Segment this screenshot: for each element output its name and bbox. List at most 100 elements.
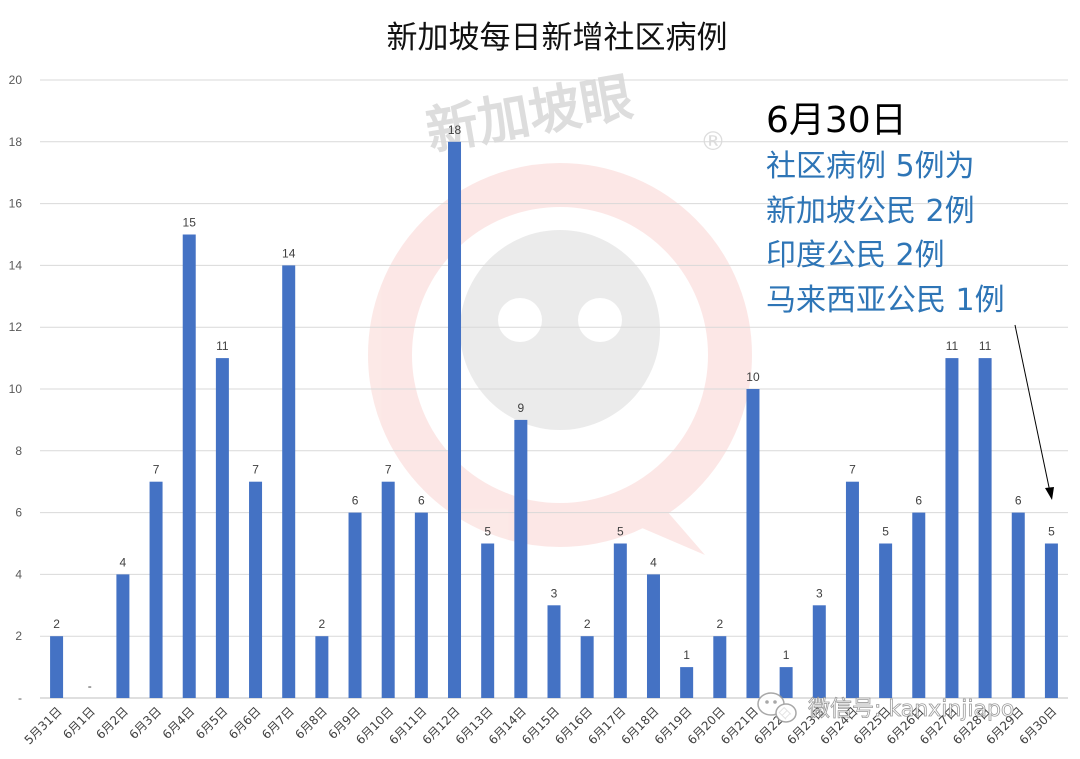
data-label: 1	[783, 648, 790, 662]
bar	[746, 389, 760, 698]
wechat-watermark: 微信号: kanxinjiapo	[757, 692, 1015, 723]
y-tick-label: 18	[9, 135, 23, 149]
data-label: 4	[650, 555, 657, 569]
data-label: 10	[746, 370, 760, 384]
data-label: 5	[617, 525, 624, 539]
data-label: 5	[882, 525, 889, 539]
data-label: 1	[683, 648, 690, 662]
y-tick-label: -	[18, 691, 22, 705]
data-label: 11	[216, 339, 229, 353]
bar	[1011, 512, 1025, 698]
data-label: 9	[517, 401, 524, 415]
bar	[50, 636, 64, 698]
data-label: 7	[153, 463, 160, 477]
data-label: 3	[816, 586, 823, 600]
annotation-line-3: 印度公民 2例	[766, 238, 945, 273]
data-label: -	[88, 679, 92, 693]
bar	[580, 636, 594, 698]
watermark-ring	[368, 163, 752, 547]
bar	[381, 481, 395, 698]
bar	[448, 141, 462, 699]
data-label: 7	[849, 463, 856, 477]
data-label: 11	[946, 339, 959, 353]
bar	[945, 358, 959, 698]
bar	[1044, 543, 1058, 698]
bar	[879, 543, 893, 698]
watermark-logo	[368, 163, 752, 555]
bar	[812, 605, 826, 698]
annotation-arrow	[1014, 324, 1051, 493]
bar	[348, 512, 362, 698]
bar	[547, 605, 561, 698]
x-tick-label: 5月31日	[22, 704, 65, 747]
x-tick-label: 6月7日	[259, 704, 297, 742]
annotation-line-2: 新加坡公民 2例	[766, 194, 975, 229]
data-label: 11	[979, 339, 992, 353]
data-label: 3	[551, 586, 558, 600]
data-label: 18	[448, 123, 462, 137]
watermark-eye-right	[578, 298, 622, 342]
bar	[149, 481, 163, 698]
bar	[282, 265, 296, 698]
bar	[978, 358, 992, 698]
data-label: 5	[484, 525, 491, 539]
data-label: 14	[282, 246, 296, 260]
bar	[315, 636, 329, 698]
y-tick-label: 2	[15, 629, 22, 643]
watermark-tail	[600, 480, 705, 555]
data-label: 15	[183, 216, 197, 230]
y-tick-label: 14	[9, 258, 23, 272]
bar	[116, 574, 130, 698]
watermark-face	[460, 230, 660, 430]
x-tick-label: 6月8日	[292, 704, 330, 742]
data-label: 6	[915, 494, 922, 508]
x-tick-label: 6月2日	[93, 704, 131, 742]
annotation-arrowhead	[1045, 487, 1054, 500]
data-label: 7	[385, 463, 392, 477]
bar	[613, 543, 627, 698]
data-label: 2	[319, 617, 326, 631]
wechat-label: 微信号: kanxinjiapo	[808, 697, 1014, 722]
data-label: 5	[1048, 525, 1055, 539]
bar	[514, 419, 528, 698]
data-label: 6	[418, 494, 425, 508]
bar	[414, 512, 428, 698]
data-label: 2	[584, 617, 591, 631]
y-tick-label: 10	[9, 382, 23, 396]
wechat-icon	[757, 692, 797, 723]
data-label: 7	[252, 463, 259, 477]
y-tick-label: 4	[15, 567, 22, 581]
watermark-eye-left	[498, 298, 542, 342]
data-label: 4	[120, 555, 127, 569]
bar	[481, 543, 495, 698]
annotation-date: 6月30日	[766, 100, 907, 141]
data-label: 6	[352, 494, 359, 508]
bar	[779, 667, 793, 698]
x-tick-label: 6月6日	[226, 704, 264, 742]
y-tick-label: 6	[15, 506, 22, 520]
x-tick-label: 6月4日	[160, 704, 198, 742]
bar	[215, 358, 229, 698]
annotation-line-4: 马来西亚公民 1例	[766, 283, 1005, 318]
y-axis-ticks: - 2 4 6 8 10 12 14 16 18 20	[9, 73, 23, 705]
bar	[249, 481, 263, 698]
bar	[912, 512, 926, 698]
data-label: 6	[1015, 494, 1022, 508]
chart-title: 新加坡每日新增社区病例	[387, 20, 728, 56]
bar	[680, 667, 694, 698]
bar	[713, 636, 727, 698]
data-label: 2	[53, 617, 60, 631]
bar	[646, 574, 660, 698]
x-tick-label: 6月1日	[60, 704, 98, 742]
annotation: 6月30日 社区病例 5例为 新加坡公民 2例 印度公民 2例 马来西亚公民 1…	[766, 100, 1054, 500]
data-labels: 2 - 4 7 15 11 7 14 2 6 7 6 18 5 9 3 2 5 4 1 2 10 1 3 7 5 6 11 11 6 5	[53, 123, 1055, 693]
x-tick-label: 6月3日	[127, 704, 165, 742]
y-tick-label: 12	[9, 320, 23, 334]
bar	[845, 481, 859, 698]
bars	[50, 141, 1058, 699]
y-tick-label: 8	[15, 444, 22, 458]
gridlines	[40, 79, 1068, 699]
bar	[182, 234, 196, 698]
data-label: 2	[716, 617, 723, 631]
